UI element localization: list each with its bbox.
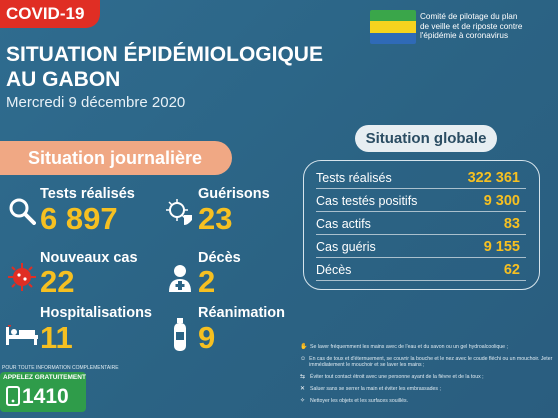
list-item: ✕ Saluer sans se serrer la main et éviter… (300, 386, 441, 392)
icu-value: 9 (198, 320, 216, 355)
table-row: Décès 62 (316, 261, 526, 281)
row-label: Cas guéris (316, 240, 376, 254)
hospital-bed-icon (6, 325, 38, 345)
page-title: SITUATION ÉPIDÉMIOLOGIQUE AU GABON (6, 42, 323, 92)
table-row: Tests réalisés 322 361 (316, 169, 526, 189)
virus-shield-icon (166, 199, 192, 225)
global-heading: Situation globale (355, 125, 497, 152)
committee-line3: l'épidémie à coronavirus (420, 31, 509, 40)
call-label: APPELEZ GRATUITEMENT (3, 374, 86, 381)
list-item: ☺ En cas de toux et d'éternuement, se cou… (300, 356, 553, 368)
recoveries-label: Guérisons (198, 186, 270, 202)
committee-line2: de veille et de riposte contre (420, 21, 523, 31)
list-item: ✧ Nettoyer les objets et les surfaces sou… (300, 398, 409, 404)
new-cases-label: Nouveaux cas (40, 250, 138, 266)
gabon-flag-icon (370, 10, 416, 44)
row-label: Décès (316, 263, 352, 277)
committee-line1: Comité de pilotage du plan (420, 12, 518, 21)
hosp-value: 11 (40, 320, 73, 355)
row-value: 83 (503, 216, 520, 232)
title-line1: SITUATION ÉPIDÉMIOLOGIQUE (6, 43, 323, 66)
hosp-label: Hospitalisations (40, 305, 152, 321)
clean-icon: ✧ (300, 398, 306, 404)
deaths-value: 2 (198, 264, 216, 299)
report-date: Mercredi 9 décembre 2020 (6, 94, 186, 111)
call-number: 1410 (22, 385, 69, 408)
global-table: Tests réalisés 322 361 Cas testés positi… (303, 160, 540, 290)
new-cases-value: 22 (40, 264, 75, 299)
row-value: 9 155 (483, 239, 520, 255)
row-value: 9 300 (483, 193, 520, 209)
cough-icon: ☺ (300, 356, 307, 362)
distance-icon: ⇆ (300, 374, 306, 380)
row-value: 62 (503, 262, 520, 278)
coronavirus-icon (8, 263, 36, 291)
list-item: ✋ Se laver fréquemment les mains avec de … (300, 344, 508, 350)
committee-label: Comité de pilotage du plan de veille et … (420, 12, 555, 41)
magnifier-icon (9, 198, 36, 225)
tests-label: Tests réalisés (40, 186, 135, 202)
table-row: Cas testés positifs 9 300 (316, 192, 526, 212)
table-row: Cas actifs 83 (316, 215, 526, 235)
oxygen-tank-icon (174, 318, 186, 351)
row-label: Tests réalisés (316, 171, 392, 185)
title-line2: AU GABON (6, 68, 121, 91)
deaths-label: Décès (198, 250, 241, 266)
recoveries-value: 23 (198, 201, 233, 236)
phone-icon (6, 386, 20, 406)
person-icon (169, 265, 191, 292)
row-value: 322 361 (467, 170, 520, 186)
list-item: ⇆ Éviter tout contact étroit avec une per… (300, 374, 484, 380)
row-label: Cas testés positifs (316, 194, 418, 208)
advice-list: ✋ Se laver fréquemment les mains avec de … (300, 344, 558, 410)
no-handshake-icon: ✕ (300, 386, 306, 392)
tests-value: 6 897 (40, 201, 118, 236)
info-text: POUR TOUTE INFORMATION COMPLEMENTAIRE (2, 365, 119, 371)
daily-heading: Situation journalière (0, 141, 232, 175)
table-row: Cas guéris 9 155 (316, 238, 526, 258)
icu-label: Réanimation (198, 305, 286, 321)
covid-tag: COVID-19 (0, 0, 100, 28)
handwash-icon: ✋ (300, 344, 308, 350)
row-label: Cas actifs (316, 217, 371, 231)
